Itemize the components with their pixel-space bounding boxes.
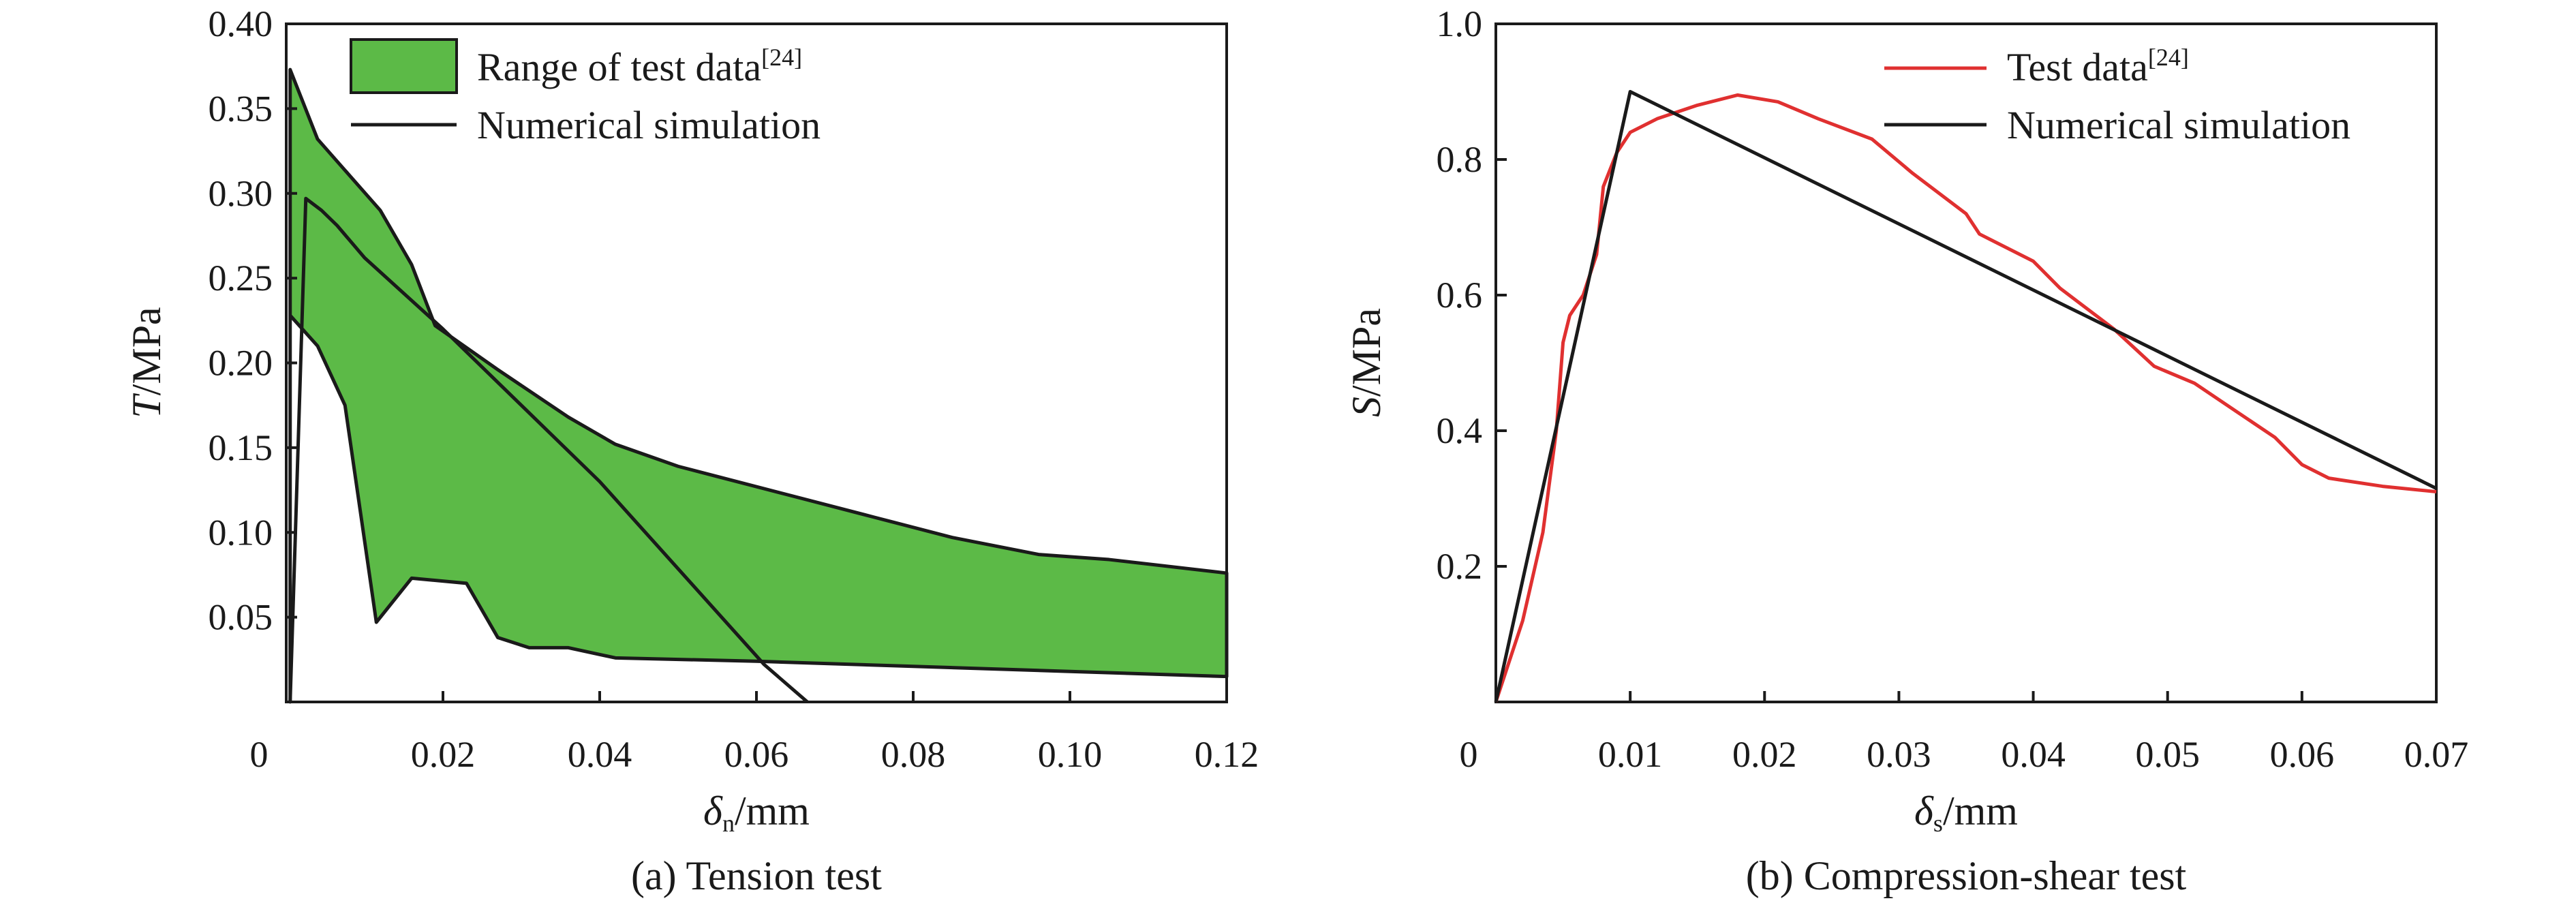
y-tick-label: 0.8 xyxy=(1437,139,1483,180)
y-tick-label: 1.0 xyxy=(1437,3,1483,44)
x-axis-label-a: δn/mm xyxy=(703,789,810,837)
ticks-b: 0 0.01 0.02 0.03 0.04 0.05 0.06 0.07 0.2 0.4 0.6 0.… xyxy=(1437,3,2469,775)
legend-label-band: Range of test data[24] xyxy=(477,44,802,89)
y-tick-label: 0.15 xyxy=(209,427,273,468)
panel-compression-shear-test: 0 0.01 0.02 0.03 0.04 0.05 0.06 0.07 0.2 0.4 0.6 0.… xyxy=(1344,3,2468,898)
test-data-line xyxy=(1494,93,2437,703)
x-tick-label: 0.03 xyxy=(1867,734,1931,775)
x-axis-label-b: δs/mm xyxy=(1914,789,2018,837)
x-tick-label: 0.04 xyxy=(568,734,632,775)
y-tick-label: 0.05 xyxy=(209,597,273,638)
x-tick-label: 0.06 xyxy=(2270,734,2335,775)
plot-frame-b xyxy=(1494,22,2438,703)
legend-a: Range of test data[24] Numerical simulati… xyxy=(350,38,821,147)
y-tick-label: 0.35 xyxy=(209,88,273,129)
caption-b: (b) Compression-shear test xyxy=(1746,853,2187,898)
x-zero-label: 0 xyxy=(250,734,269,775)
y-tick-label: 0.30 xyxy=(209,173,273,214)
x-tick-label: 0.06 xyxy=(724,734,789,775)
legend-label-simulation: Numerical simulation xyxy=(477,103,821,147)
data-layer-a xyxy=(288,67,1229,704)
x-tick-label: 0.04 xyxy=(2001,734,2066,775)
x-tick-label: 0.10 xyxy=(1038,734,1103,775)
data-layer-b xyxy=(1494,90,2438,703)
x-tick-label: 0.08 xyxy=(881,734,946,775)
y-tick-label: 0.20 xyxy=(209,343,273,384)
x-tick-label: 0.12 xyxy=(1195,734,1259,775)
y-tick-label: 0.4 xyxy=(1437,410,1483,451)
y-axis-label-a: T/MPa xyxy=(124,307,169,418)
x-tick-label: 0.05 xyxy=(2135,734,2200,775)
y-tick-label: 0.2 xyxy=(1437,546,1483,587)
x-tick-label: 0.02 xyxy=(411,734,476,775)
numerical-simulation-line xyxy=(1494,90,2438,703)
x-tick-label: 0.02 xyxy=(1732,734,1797,775)
y-axis-label-b: S/MPa xyxy=(1344,308,1389,417)
y-tick-label: 0.25 xyxy=(209,258,273,299)
caption-a: (a) Tension test xyxy=(631,853,882,898)
panel-tension-test: 0 0.02 0.04 0.06 0.08 0.10 0.12 0.05 0.10 0.15 0.2… xyxy=(124,3,1259,898)
y-tick-label: 0.40 xyxy=(209,3,273,44)
y-tick-label: 0.10 xyxy=(209,512,273,553)
legend-label-simulation: Numerical simulation xyxy=(2007,103,2350,147)
legend-b: Test data[24] Numerical simulation xyxy=(1884,44,2350,147)
ticks-a: 0 0.02 0.04 0.06 0.08 0.10 0.12 0.05 0.10 0.15 0.2… xyxy=(209,3,1259,775)
y-tick-label: 0.6 xyxy=(1437,275,1483,316)
test-data-range-band xyxy=(288,67,1229,704)
numerical-simulation-line xyxy=(288,196,809,703)
x-tick-label: 0.07 xyxy=(2404,734,2469,775)
legend-label-test-data: Test data[24] xyxy=(2007,44,2189,89)
legend-swatch-band xyxy=(350,38,458,94)
x-zero-label: 0 xyxy=(1460,734,1478,775)
x-tick-label: 0.01 xyxy=(1598,734,1663,775)
